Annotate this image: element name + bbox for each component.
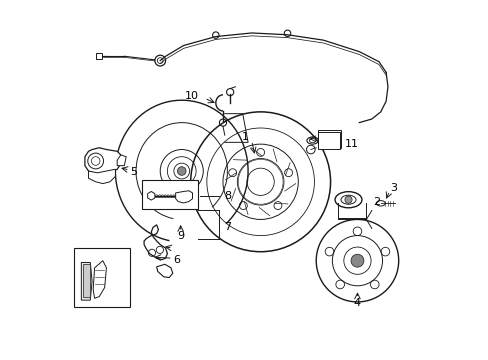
Circle shape: [177, 167, 185, 175]
Polygon shape: [85, 148, 121, 175]
Polygon shape: [175, 191, 192, 203]
Circle shape: [344, 196, 351, 203]
Polygon shape: [81, 262, 92, 300]
Polygon shape: [144, 225, 167, 260]
Text: 1: 1: [242, 132, 248, 142]
Text: 6: 6: [173, 255, 180, 265]
Text: 7: 7: [224, 222, 231, 231]
Bar: [317, 132, 339, 149]
Bar: [74, 248, 129, 307]
Polygon shape: [83, 264, 89, 297]
Text: 2: 2: [373, 197, 380, 207]
Text: 9: 9: [177, 231, 184, 241]
Polygon shape: [147, 192, 155, 200]
Text: 11: 11: [345, 139, 358, 149]
Polygon shape: [88, 169, 115, 184]
Polygon shape: [156, 264, 172, 278]
Bar: [142, 180, 198, 209]
Bar: [317, 130, 341, 148]
Text: 10: 10: [184, 91, 199, 101]
Polygon shape: [117, 155, 126, 166]
Text: 4: 4: [353, 298, 360, 308]
Polygon shape: [93, 261, 106, 298]
Text: 8: 8: [224, 191, 231, 201]
Circle shape: [350, 254, 363, 267]
Bar: [96, 53, 102, 59]
Text: 5: 5: [130, 167, 137, 177]
Text: 3: 3: [389, 183, 396, 193]
